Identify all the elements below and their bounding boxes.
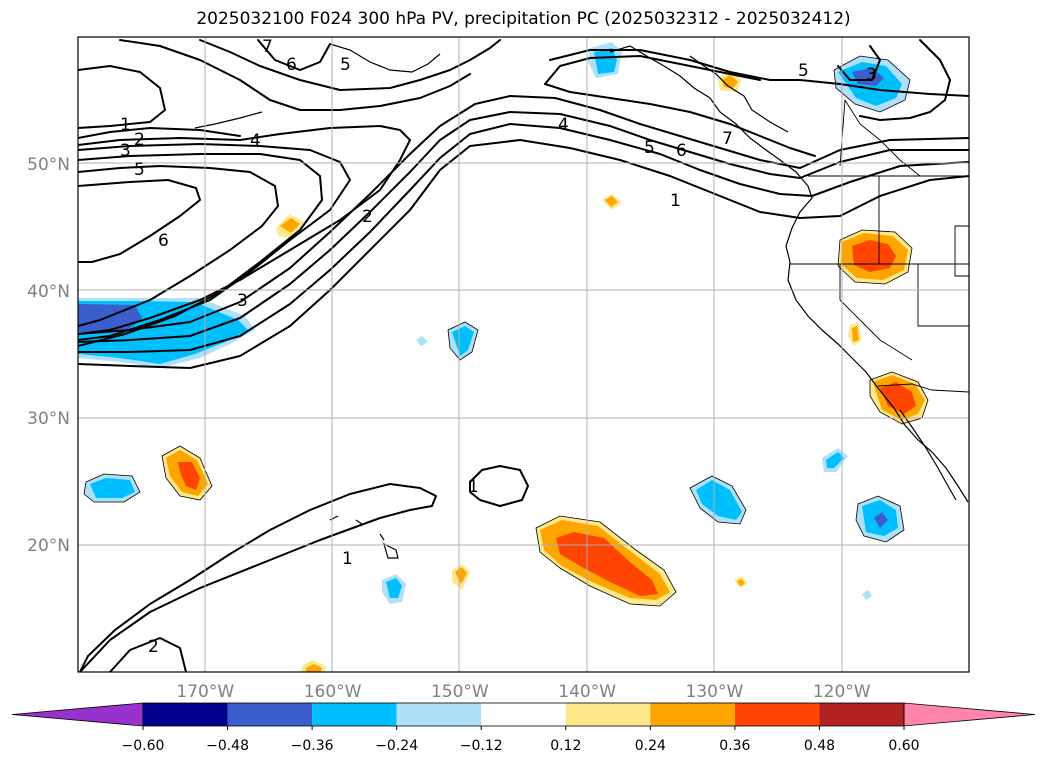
coastlines — [194, 43, 969, 559]
longitude-labels: 170°W 160°W 150°W 140°W 130°W 120°W — [176, 682, 870, 702]
colorbar-bin — [396, 703, 482, 726]
longitude-label: 160°W — [304, 682, 362, 702]
contour-label: 5 — [134, 160, 145, 180]
contour-label: 5 — [340, 55, 351, 75]
contour-label: 6 — [158, 231, 169, 251]
longitude-label: 120°W — [813, 682, 871, 702]
contour-label: 4 — [558, 115, 569, 135]
map-plot-area: 1 2 3 5 4 6 6 5 7 2 3 4 5 6 1 7 5 3 1 1 … — [78, 37, 969, 672]
colorbar-tick-label: 0.12 — [550, 738, 581, 754]
contour-label: 1 — [342, 549, 353, 569]
contour-label: 5 — [644, 138, 655, 158]
contour-label: 5 — [798, 61, 809, 81]
latitude-label: 50°N — [27, 155, 70, 175]
contour-label: 3 — [237, 291, 248, 311]
colorbar-extend-high — [903, 702, 1036, 727]
colorbar-tick-label: −0.60 — [122, 738, 165, 754]
colorbar-bin — [312, 703, 397, 726]
contour-label: 3 — [120, 141, 131, 161]
contour-label: 2 — [148, 637, 159, 657]
graticule — [78, 37, 969, 672]
colorbar-tick-label: −0.12 — [460, 738, 503, 754]
colorbar-bin — [481, 703, 566, 726]
colorbar: −0.60 −0.48 −0.36 −0.24 −0.12 0.12 0.24 0.36 0.4… — [11, 702, 1036, 754]
colorbar-tick-label: 0.24 — [635, 738, 666, 754]
colorbar-bin — [565, 703, 651, 726]
colorbar-tick-label: 0.48 — [804, 738, 835, 754]
latitude-label: 20°N — [27, 536, 70, 556]
latitude-labels: 50°N 40°N 30°N 20°N — [27, 155, 70, 556]
contour-label: 3 — [866, 65, 877, 85]
longitude-label: 140°W — [558, 682, 616, 702]
contour-label: 4 — [250, 131, 261, 151]
contour-label: 1 — [468, 477, 479, 497]
contour-label: 2 — [134, 130, 145, 150]
latitude-label: 40°N — [27, 282, 70, 302]
contour-label: 1 — [670, 191, 681, 211]
contour-label: 7 — [722, 129, 733, 149]
colorbar-tick-label: −0.48 — [206, 738, 249, 754]
contour-label: 1 — [120, 115, 131, 135]
map-frame — [77, 36, 970, 673]
map-title: 2025032100 F024 300 hPa PV, precipitatio… — [196, 9, 851, 29]
contour-label: 2 — [362, 207, 373, 227]
contour-label: 6 — [676, 141, 687, 161]
colorbar-extend-low — [11, 702, 144, 727]
colorbar-tick-label: −0.36 — [291, 738, 334, 754]
longitude-label: 130°W — [686, 682, 744, 702]
colorbar-tick-label: −0.24 — [375, 738, 418, 754]
pv-contour-labels: 1 2 3 5 4 6 6 5 7 2 3 4 5 6 1 7 5 3 1 1 … — [120, 37, 877, 657]
colorbar-frame — [142, 702, 905, 727]
colorbar-tick-label: 0.60 — [888, 738, 919, 754]
colorbar-bin — [227, 703, 313, 726]
colorbar-tick-label: 0.36 — [719, 738, 750, 754]
contour-label: 6 — [286, 55, 297, 75]
colorbar-bin — [819, 703, 904, 726]
colorbar-bin — [143, 703, 228, 726]
longitude-label: 150°W — [431, 682, 489, 702]
contour-label: 7 — [262, 37, 273, 57]
pv-contours — [78, 39, 969, 672]
longitude-label: 170°W — [176, 682, 234, 702]
colorbar-bin — [650, 703, 735, 726]
colorbar-bin — [734, 703, 820, 726]
latitude-label: 30°N — [27, 409, 70, 429]
